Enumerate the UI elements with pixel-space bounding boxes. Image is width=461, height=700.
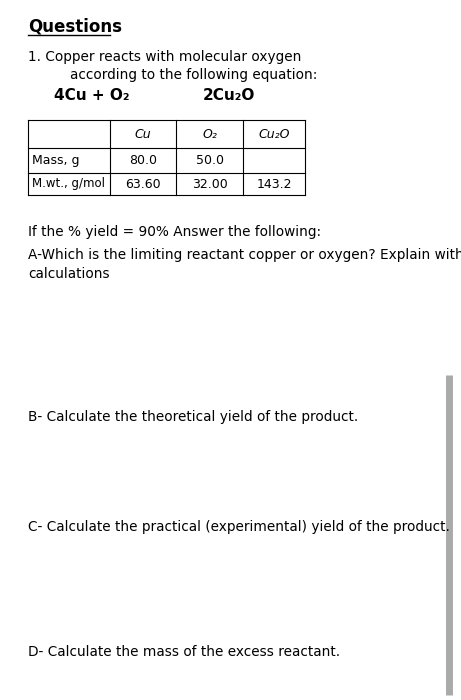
Text: according to the following equation:: according to the following equation:	[70, 68, 317, 82]
Text: B- Calculate the theoretical yield of the product.: B- Calculate the theoretical yield of th…	[28, 410, 358, 424]
Text: 50.0: 50.0	[195, 154, 224, 167]
Text: O₂: O₂	[202, 127, 217, 141]
Text: 32.00: 32.00	[192, 178, 227, 190]
Text: 1. Copper reacts with molecular oxygen: 1. Copper reacts with molecular oxygen	[28, 50, 301, 64]
Text: Cu₂O: Cu₂O	[258, 127, 290, 141]
Text: 2Cu₂O: 2Cu₂O	[203, 88, 255, 103]
Text: A-Which is the limiting reactant copper or oxygen? Explain with: A-Which is the limiting reactant copper …	[28, 248, 461, 262]
Text: calculations: calculations	[28, 267, 110, 281]
Text: C- Calculate the practical (experimental) yield of the product.: C- Calculate the practical (experimental…	[28, 520, 450, 534]
Bar	[28, 120, 305, 195]
Text: 63.60: 63.60	[125, 178, 161, 190]
Text: If the % yield = 90% Answer the following:: If the % yield = 90% Answer the followin…	[28, 225, 321, 239]
Text: Cu: Cu	[135, 127, 151, 141]
Text: Mass, g: Mass, g	[32, 154, 79, 167]
Text: 80.0: 80.0	[129, 154, 157, 167]
Text: M.wt., g/mol: M.wt., g/mol	[32, 178, 105, 190]
Text: D- Calculate the mass of the excess reactant.: D- Calculate the mass of the excess reac…	[28, 645, 340, 659]
Text: 4Cu + O₂: 4Cu + O₂	[54, 88, 130, 103]
Text: 143.2: 143.2	[256, 178, 292, 190]
Text: Questions: Questions	[28, 18, 122, 36]
